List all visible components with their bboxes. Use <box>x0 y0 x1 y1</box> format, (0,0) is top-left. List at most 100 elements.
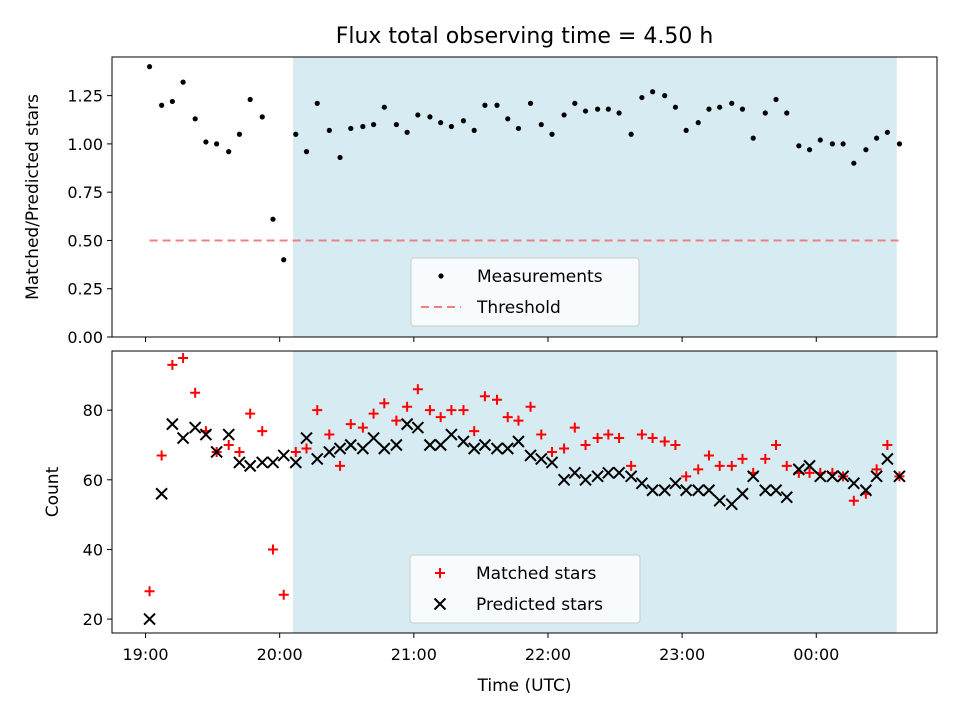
predicted-star-point <box>478 438 492 452</box>
predicted-star-point <box>646 484 659 497</box>
matched-star-point <box>659 436 670 447</box>
measurement-point <box>169 98 175 105</box>
predicted-star-point <box>143 612 156 626</box>
measurement-point <box>706 106 712 112</box>
predicted-star-point <box>199 428 213 441</box>
predicted-star-point <box>826 470 839 483</box>
predicted-star-point <box>311 452 324 466</box>
predicted-star-point <box>457 435 470 448</box>
predicted-star-point <box>679 484 693 497</box>
matched-star-point <box>245 408 256 419</box>
matched-star-point <box>312 405 323 416</box>
predicted-star-point <box>289 456 302 469</box>
matched-star-point <box>335 460 346 471</box>
predicted-star-point <box>579 473 592 487</box>
matched-star-point <box>703 450 714 461</box>
matched-star-point <box>513 415 524 426</box>
measurement-point <box>884 129 890 135</box>
measurement-point <box>840 141 846 147</box>
matched-star-point <box>636 429 647 440</box>
measurement-point <box>695 120 701 126</box>
matched-star-point <box>278 589 289 600</box>
matched-star-point <box>458 405 469 416</box>
measurement-point <box>259 114 265 120</box>
measurement-point <box>415 112 421 118</box>
predicted-star-point <box>803 459 816 473</box>
matched-star-point <box>580 440 591 450</box>
predicted-star-point <box>176 431 190 445</box>
measurement-point <box>863 147 869 153</box>
measurement-point <box>270 216 276 222</box>
legend-measurements-label: Measurements <box>477 267 603 287</box>
count-legend: Matched stars Predicted stars <box>409 554 641 624</box>
predicted-star-point <box>780 491 793 504</box>
matched-star-point <box>301 443 312 454</box>
legend-matched-glyph <box>435 568 445 578</box>
matched-star-point <box>234 446 245 457</box>
predicted-star-point <box>233 456 246 469</box>
predicted-star-point <box>612 466 626 480</box>
measurement-point <box>784 110 790 116</box>
measurement-point <box>896 141 903 147</box>
predicted-star-point <box>713 494 726 507</box>
measurement-point <box>717 104 723 110</box>
count-axes-frame <box>111 350 938 634</box>
measurement-point <box>851 160 857 166</box>
count-ytick-label: 60 <box>83 471 103 490</box>
measurement-point <box>515 125 522 132</box>
predicted-star-point <box>501 442 514 455</box>
predicted-star-point <box>445 428 458 441</box>
count-ytick-label: 40 <box>83 540 103 559</box>
measurement-point <box>281 257 287 263</box>
predicted-star-point <box>669 477 682 490</box>
predicted-star-point <box>166 417 179 431</box>
matched-star-point <box>536 429 547 440</box>
measurement-point <box>762 110 768 116</box>
matched-star-point <box>267 544 278 555</box>
matched-star-point <box>435 412 446 423</box>
matched-star-point <box>559 443 570 454</box>
ratio-panel: 0.00 0.25 0.50 0.75 1.00 1.25 Flux total obse… <box>23 24 938 347</box>
measurement-point <box>605 106 611 112</box>
measurement-point <box>739 106 746 112</box>
matched-star-point <box>871 464 882 475</box>
xtick-label: 20:00 <box>257 645 303 664</box>
matched-star-point <box>626 460 637 471</box>
measurement-point <box>393 121 399 128</box>
matched-star-point <box>391 415 402 426</box>
measurement-point <box>662 93 668 99</box>
measurement-point <box>505 116 511 122</box>
measurement-point <box>348 125 354 132</box>
measurement-point <box>293 131 299 137</box>
measurement-point <box>146 64 153 70</box>
measurement-point <box>214 141 220 147</box>
measurement-point <box>482 102 488 108</box>
measurement-point <box>314 100 320 106</box>
matched-star-point <box>882 440 893 450</box>
measurement-point <box>337 154 343 161</box>
matched-star-point <box>368 408 379 419</box>
predicted-star-point <box>658 484 671 497</box>
predicted-star-point <box>568 466 582 480</box>
ratio-legend: Measurements Threshold <box>410 257 640 327</box>
ratio-legend-box <box>410 257 640 327</box>
matched-star-point <box>726 460 737 471</box>
measurement-point <box>628 131 634 137</box>
legend-measurements-marker <box>438 273 444 279</box>
predicted-star-point <box>870 470 883 483</box>
matched-star-point <box>290 446 301 457</box>
matched-star-point <box>402 401 413 412</box>
measurement-point <box>829 141 835 147</box>
measurement-point <box>226 149 232 155</box>
matched-star-point <box>614 433 625 444</box>
legend-predicted-label: Predicted stars <box>476 595 603 615</box>
predicted-star-point <box>155 487 168 500</box>
predicted-star-point <box>591 470 604 483</box>
measurement-point <box>549 131 555 137</box>
predicted-star-point <box>859 484 873 497</box>
measurement-point <box>180 79 186 85</box>
predicted-star-point <box>411 421 425 434</box>
measurement-point <box>650 89 656 95</box>
